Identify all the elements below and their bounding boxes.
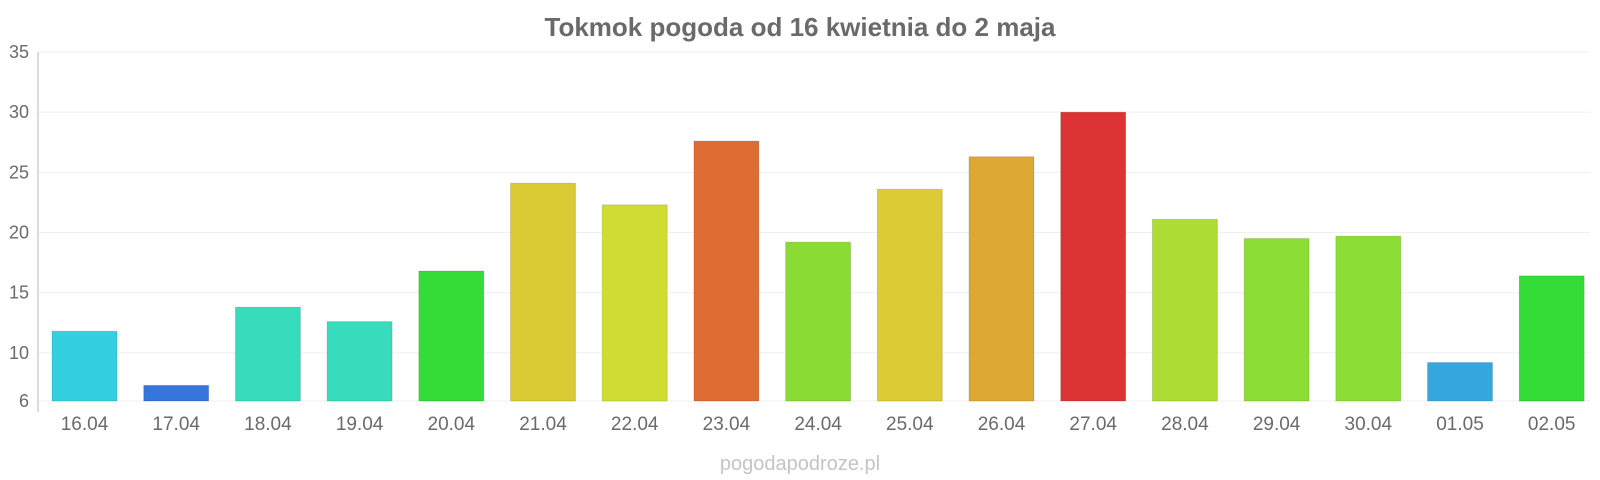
x-tick-label: 20.04 — [428, 414, 476, 435]
x-tick-label: 21.04 — [519, 414, 567, 435]
bar-28.04 — [1151, 218, 1218, 402]
y-tick-label: 35 — [9, 42, 29, 62]
chart-title: Tokmok pogoda od 16 kwietnia do 2 maja — [545, 12, 1056, 42]
site-watermark: pogodapodroze.pl — [720, 453, 880, 475]
bars — [51, 111, 1585, 402]
y-tick-label: 6 — [19, 391, 29, 411]
x-tick-label: 29.04 — [1253, 414, 1301, 435]
bar-16.04 — [51, 330, 118, 402]
bar-02.05 — [1518, 275, 1585, 402]
x-tick-label: 27.04 — [1069, 414, 1117, 435]
bar-25.04 — [876, 188, 943, 402]
x-tick-label: 16.04 — [61, 414, 109, 435]
bar-17.04 — [143, 384, 210, 402]
bar-26.04 — [968, 156, 1035, 402]
x-tick-label: 25.04 — [886, 414, 934, 435]
y-tick-label: 20 — [9, 223, 29, 243]
y-tick-label: 10 — [9, 343, 29, 363]
x-tick-label: 28.04 — [1161, 414, 1209, 435]
x-tick-label: 01.05 — [1436, 414, 1484, 435]
x-tick-label: 23.04 — [703, 414, 751, 435]
x-tick-label: 18.04 — [244, 414, 292, 435]
y-tick-label: 25 — [9, 162, 29, 182]
bar-01.05 — [1427, 361, 1493, 402]
bar-27.04 — [1060, 111, 1127, 402]
bar-23.04 — [693, 140, 760, 402]
x-tick-label: 24.04 — [794, 414, 842, 435]
y-tick-label: 30 — [9, 102, 29, 122]
bar-19.04 — [326, 321, 393, 402]
bar-30.04 — [1335, 235, 1402, 402]
x-tick-label: 17.04 — [152, 414, 200, 435]
x-tick-label: 02.05 — [1528, 414, 1576, 435]
x-tick-label: 30.04 — [1345, 414, 1393, 435]
bar-29.04 — [1243, 238, 1310, 402]
y-axis-ticks: 6 10 15 20 25 30 35 — [9, 42, 29, 411]
bar-24.04 — [785, 241, 852, 402]
x-axis-ticks: 16.04 17.04 18.04 19.04 20.04 21.04 22.04 23.04… — [61, 414, 1576, 435]
y-tick-label: 15 — [9, 283, 29, 303]
x-tick-label: 22.04 — [611, 414, 659, 435]
bar-20.04 — [418, 270, 485, 402]
x-tick-label: 19.04 — [336, 414, 384, 435]
x-tick-label: 26.04 — [978, 414, 1026, 435]
bar-22.04 — [601, 204, 668, 402]
bar-18.04 — [234, 306, 301, 402]
bar-21.04 — [510, 182, 576, 402]
